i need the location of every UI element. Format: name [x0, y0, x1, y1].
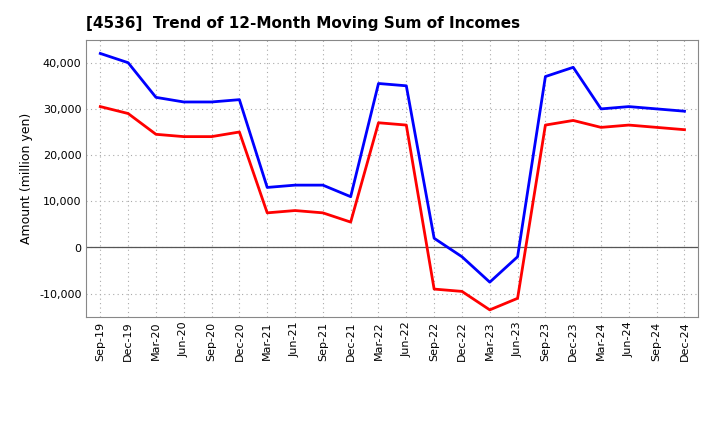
Ordinary Income [179, 99, 188, 105]
Ordinary Income [652, 106, 661, 111]
Ordinary Income [263, 185, 271, 190]
Net Income [235, 129, 243, 135]
Ordinary Income [374, 81, 383, 86]
Ordinary Income [485, 279, 494, 285]
Ordinary Income [96, 51, 104, 56]
Net Income [318, 210, 327, 216]
Net Income [179, 134, 188, 139]
Ordinary Income [402, 83, 410, 88]
Ordinary Income [513, 254, 522, 259]
Y-axis label: Amount (million yen): Amount (million yen) [20, 113, 34, 244]
Ordinary Income [597, 106, 606, 111]
Net Income [485, 307, 494, 312]
Ordinary Income [124, 60, 132, 65]
Net Income [541, 122, 550, 128]
Net Income [96, 104, 104, 109]
Ordinary Income [569, 65, 577, 70]
Ordinary Income [430, 235, 438, 241]
Line: Ordinary Income: Ordinary Income [100, 53, 685, 282]
Net Income [458, 289, 467, 294]
Net Income [291, 208, 300, 213]
Net Income [124, 111, 132, 116]
Line: Net Income: Net Income [100, 106, 685, 310]
Net Income [346, 220, 355, 225]
Ordinary Income [152, 95, 161, 100]
Net Income [207, 134, 216, 139]
Net Income [597, 125, 606, 130]
Ordinary Income [235, 97, 243, 102]
Net Income [569, 118, 577, 123]
Net Income [402, 122, 410, 128]
Net Income [374, 120, 383, 125]
Net Income [624, 122, 633, 128]
Net Income [152, 132, 161, 137]
Net Income [430, 286, 438, 292]
Ordinary Income [541, 74, 550, 79]
Ordinary Income [680, 109, 689, 114]
Ordinary Income [458, 254, 467, 259]
Net Income [680, 127, 689, 132]
Ordinary Income [318, 183, 327, 188]
Net Income [652, 125, 661, 130]
Ordinary Income [207, 99, 216, 105]
Ordinary Income [346, 194, 355, 199]
Net Income [513, 296, 522, 301]
Ordinary Income [624, 104, 633, 109]
Ordinary Income [291, 183, 300, 188]
Text: [4536]  Trend of 12-Month Moving Sum of Incomes: [4536] Trend of 12-Month Moving Sum of I… [86, 16, 521, 32]
Net Income [263, 210, 271, 216]
